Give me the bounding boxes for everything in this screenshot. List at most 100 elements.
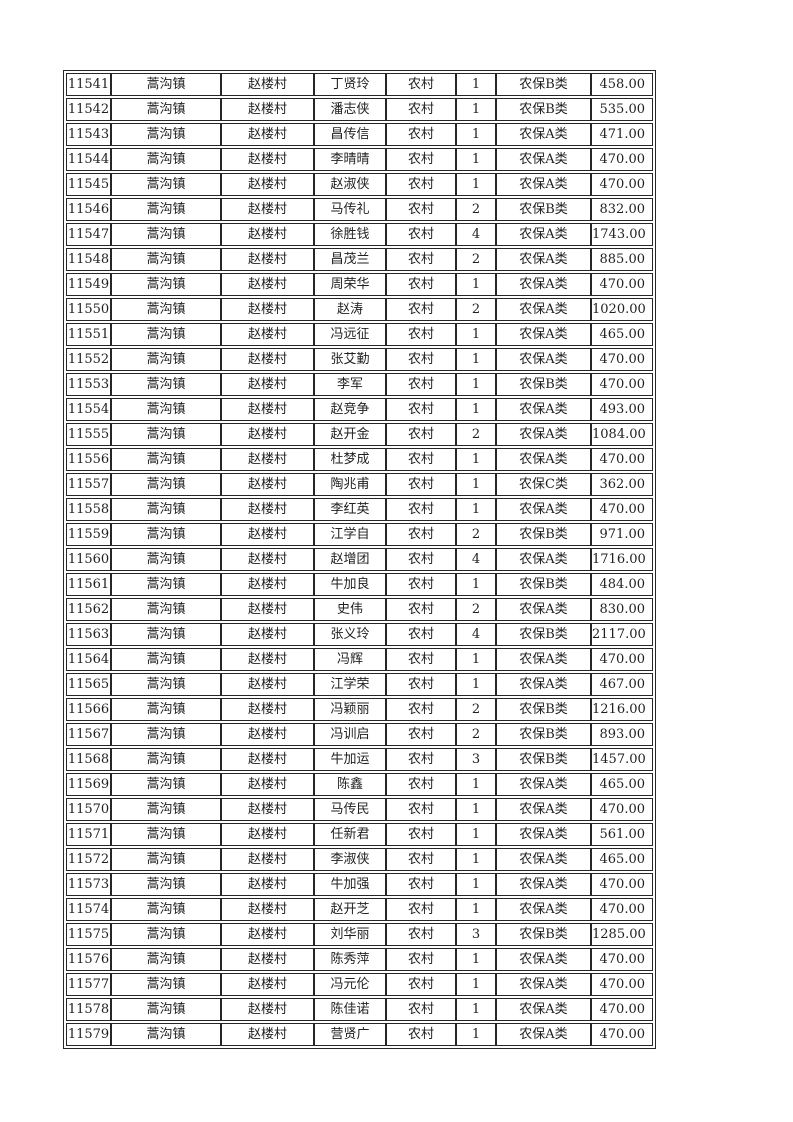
cell-amount: 1020.00 [591,298,653,321]
cell-serial: 11553 [66,373,111,396]
cell-insurance-category: 农保A类 [496,973,591,996]
cell-residence-type: 农村 [386,923,456,946]
cell-town: 蒿沟镇 [111,98,221,121]
table-row: 11551 蒿沟镇 赵楼村 冯远征 农村 1 农保A类 465.00 [66,323,653,346]
cell-serial: 11571 [66,823,111,846]
cell-insurance-category: 农保B类 [496,723,591,746]
cell-person-name: 赵开芝 [314,898,386,921]
cell-amount: 465.00 [591,848,653,871]
cell-serial: 11579 [66,1023,111,1046]
cell-residence-type: 农村 [386,973,456,996]
cell-household-count: 1 [456,348,496,371]
cell-insurance-category: 农保B类 [496,923,591,946]
cell-person-name: 张艾勤 [314,348,386,371]
cell-household-count: 4 [456,223,496,246]
cell-residence-type: 农村 [386,798,456,821]
cell-insurance-category: 农保B类 [496,623,591,646]
cell-amount: 1743.00 [591,223,653,246]
cell-person-name: 营贤广 [314,1023,386,1046]
cell-village: 赵楼村 [221,348,314,371]
cell-village: 赵楼村 [221,473,314,496]
cell-village: 赵楼村 [221,273,314,296]
cell-person-name: 周荣华 [314,273,386,296]
cell-person-name: 陈鑫 [314,773,386,796]
cell-serial: 11578 [66,998,111,1021]
cell-person-name: 杜梦成 [314,448,386,471]
cell-serial: 11566 [66,698,111,721]
cell-household-count: 1 [456,648,496,671]
cell-insurance-category: 农保A类 [496,498,591,521]
cell-insurance-category: 农保B类 [496,73,591,96]
table-row: 11541 蒿沟镇 赵楼村 丁贤玲 农村 1 农保B类 458.00 [66,73,653,96]
table-row: 11575 蒿沟镇 赵楼村 刘华丽 农村 3 农保B类 1285.00 [66,923,653,946]
cell-town: 蒿沟镇 [111,398,221,421]
cell-household-count: 3 [456,748,496,771]
cell-amount: 465.00 [591,773,653,796]
table-row: 11561 蒿沟镇 赵楼村 牛加良 农村 1 农保B类 484.00 [66,573,653,596]
cell-town: 蒿沟镇 [111,848,221,871]
cell-amount: 1457.00 [591,748,653,771]
cell-residence-type: 农村 [386,148,456,171]
cell-amount: 470.00 [591,273,653,296]
cell-household-count: 1 [456,448,496,471]
cell-town: 蒿沟镇 [111,148,221,171]
table-row: 11562 蒿沟镇 赵楼村 史伟 农村 2 农保A类 830.00 [66,598,653,621]
cell-residence-type: 农村 [386,498,456,521]
cell-village: 赵楼村 [221,523,314,546]
cell-serial: 11545 [66,173,111,196]
cell-village: 赵楼村 [221,848,314,871]
cell-village: 赵楼村 [221,573,314,596]
cell-village: 赵楼村 [221,423,314,446]
cell-insurance-category: 农保A类 [496,1023,591,1046]
cell-residence-type: 农村 [386,848,456,871]
cell-household-count: 1 [456,73,496,96]
cell-person-name: 张义玲 [314,623,386,646]
cell-person-name: 马传民 [314,798,386,821]
cell-insurance-category: 农保A类 [496,648,591,671]
cell-town: 蒿沟镇 [111,648,221,671]
cell-serial: 11563 [66,623,111,646]
cell-serial: 11572 [66,848,111,871]
cell-residence-type: 农村 [386,373,456,396]
cell-town: 蒿沟镇 [111,823,221,846]
cell-person-name: 李军 [314,373,386,396]
cell-household-count: 1 [456,498,496,521]
cell-person-name: 陶兆甫 [314,473,386,496]
cell-residence-type: 农村 [386,73,456,96]
cell-town: 蒿沟镇 [111,898,221,921]
cell-residence-type: 农村 [386,598,456,621]
table-row: 11553 蒿沟镇 赵楼村 李军 农村 1 农保B类 470.00 [66,373,653,396]
cell-village: 赵楼村 [221,623,314,646]
cell-serial: 11565 [66,673,111,696]
cell-insurance-category: 农保A类 [496,948,591,971]
cell-household-count: 1 [456,998,496,1021]
cell-amount: 470.00 [591,898,653,921]
cell-person-name: 昌茂兰 [314,248,386,271]
cell-household-count: 2 [456,198,496,221]
cell-village: 赵楼村 [221,1023,314,1046]
table-row: 11568 蒿沟镇 赵楼村 牛加运 农村 3 农保B类 1457.00 [66,748,653,771]
cell-town: 蒿沟镇 [111,623,221,646]
cell-person-name: 李淑侠 [314,848,386,871]
cell-person-name: 赵竞争 [314,398,386,421]
cell-town: 蒿沟镇 [111,173,221,196]
table-row: 11559 蒿沟镇 赵楼村 江学自 农村 2 农保B类 971.00 [66,523,653,546]
cell-amount: 470.00 [591,973,653,996]
cell-village: 赵楼村 [221,198,314,221]
cell-insurance-category: 农保B类 [496,98,591,121]
cell-insurance-category: 农保A类 [496,173,591,196]
table-row: 11544 蒿沟镇 赵楼村 李晴晴 农村 1 农保A类 470.00 [66,148,653,171]
cell-insurance-category: 农保A类 [496,448,591,471]
cell-insurance-category: 农保A类 [496,348,591,371]
cell-village: 赵楼村 [221,973,314,996]
cell-town: 蒿沟镇 [111,498,221,521]
cell-town: 蒿沟镇 [111,723,221,746]
cell-village: 赵楼村 [221,598,314,621]
cell-insurance-category: 农保B类 [496,573,591,596]
table-row: 11554 蒿沟镇 赵楼村 赵竞争 农村 1 农保A类 493.00 [66,398,653,421]
cell-serial: 11567 [66,723,111,746]
cell-residence-type: 农村 [386,548,456,571]
table-row: 11564 蒿沟镇 赵楼村 冯辉 农村 1 农保A类 470.00 [66,648,653,671]
cell-person-name: 徐胜钱 [314,223,386,246]
cell-village: 赵楼村 [221,248,314,271]
